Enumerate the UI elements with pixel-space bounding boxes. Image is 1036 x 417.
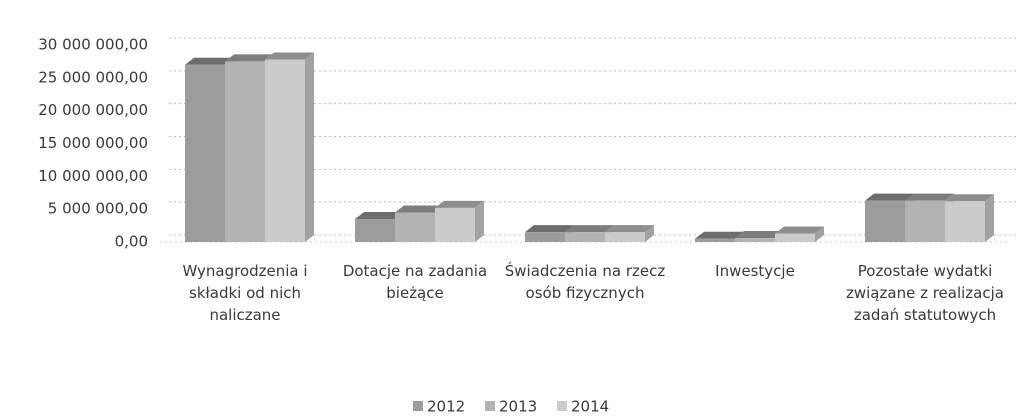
bar-side — [645, 225, 654, 242]
bar — [735, 238, 775, 242]
bar-top — [185, 57, 234, 65]
bar-top — [265, 52, 314, 60]
bar-side — [305, 52, 314, 242]
bar — [945, 201, 985, 242]
x-tick-label: Pozostałe wydatki związane z realizacja … — [846, 262, 1004, 324]
bar-top — [945, 194, 994, 202]
bar-side — [475, 200, 484, 242]
bar-top — [525, 225, 574, 233]
bar — [225, 61, 265, 242]
bar-top — [775, 226, 824, 234]
y-tick-label: 30 000 000,00 — [38, 36, 148, 54]
legend-swatch — [413, 401, 423, 411]
legend-label: 2013 — [499, 398, 537, 416]
bar — [605, 232, 645, 242]
y-tick-label: 5 000 000,00 — [48, 200, 148, 218]
x-tick-label: Dotacje na zadania bieżące — [342, 262, 488, 302]
bar-side — [985, 194, 994, 242]
bar — [565, 232, 605, 242]
bar — [185, 64, 225, 242]
bar-top — [865, 193, 914, 201]
bar — [355, 219, 395, 242]
bar-top — [435, 200, 484, 208]
y-tick-label: 0,00 — [115, 233, 148, 251]
y-tick-label: 15 000 000,00 — [38, 134, 148, 152]
legend-swatch — [557, 401, 567, 411]
bar — [525, 232, 565, 242]
legend-swatch — [485, 401, 495, 411]
bar-top — [605, 225, 654, 233]
bar — [865, 200, 905, 242]
legend-label: 2012 — [427, 398, 465, 416]
bar — [775, 233, 815, 242]
x-tick-label: Inwestycje — [715, 262, 795, 280]
y-tick-label: 10 000 000,00 — [38, 167, 148, 185]
bar-top — [355, 212, 404, 220]
bar-side — [815, 226, 824, 242]
x-tick-label: Świadczenia na rzecz osób fizycznych — [504, 262, 666, 302]
bar-top — [225, 54, 274, 62]
bar-top — [395, 205, 444, 213]
bar-top — [565, 225, 614, 233]
bar — [395, 212, 435, 242]
bar — [695, 238, 735, 242]
bar — [435, 207, 475, 242]
bar-top — [905, 193, 954, 201]
x-tick-label: Wynagrodzenia i składki od nich naliczan… — [182, 262, 308, 324]
legend-label: 2014 — [571, 398, 609, 416]
bar-top — [735, 231, 784, 239]
y-tick-label: 25 000 000,00 — [38, 68, 148, 86]
bar — [265, 59, 305, 242]
bar — [905, 200, 945, 242]
bar-top — [695, 231, 744, 239]
y-tick-label: 20 000 000,00 — [38, 101, 148, 119]
